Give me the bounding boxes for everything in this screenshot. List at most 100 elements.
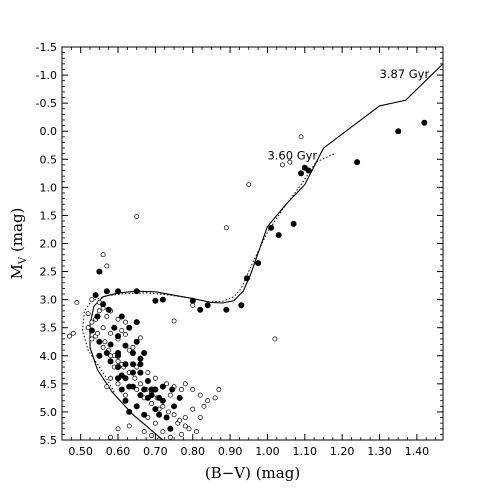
open-data-point — [104, 263, 110, 269]
filled-data-point — [115, 352, 122, 359]
open-data-point — [96, 308, 102, 314]
y-axis-title-main: M — [8, 264, 26, 279]
x-tick-label: 0.60 — [106, 445, 131, 458]
filled-data-point — [133, 403, 140, 410]
y-tick-label: -0.5 — [36, 97, 57, 110]
open-points — [67, 134, 304, 440]
filled-data-point — [176, 394, 183, 401]
y-tick-label: 4.0 — [40, 350, 58, 363]
open-data-point — [190, 302, 196, 308]
filled-data-point — [238, 302, 245, 309]
filled-data-point — [129, 349, 136, 356]
filled-data-point — [126, 408, 133, 415]
filled-data-point — [107, 358, 114, 365]
open-data-point — [137, 335, 143, 341]
model-lines — [81, 63, 443, 440]
open-data-point — [287, 159, 293, 165]
open-data-point — [164, 381, 170, 387]
open-data-point — [85, 311, 91, 317]
x-tick-label: 1.30 — [367, 445, 392, 458]
axis-ticks: 0.50 0.60 0.70 0.80 0.90 1.00 1.10 1.20 1.30 1.40… — [36, 41, 443, 458]
y-tick-label: 2.0 — [40, 238, 58, 251]
filled-data-point — [96, 268, 103, 275]
open-data-point — [132, 375, 138, 381]
filled-data-point — [159, 296, 166, 303]
open-data-point — [115, 316, 121, 322]
open-data-point — [123, 319, 128, 325]
filled-data-point — [115, 333, 122, 340]
open-data-point — [104, 314, 110, 319]
y-tick-label: -1.5 — [36, 41, 57, 54]
filled-data-point — [189, 297, 196, 304]
open-data-point — [152, 375, 158, 381]
open-data-point — [145, 415, 151, 420]
filled-data-point — [118, 313, 125, 320]
open-data-point — [95, 330, 100, 336]
filled-data-point — [144, 378, 151, 385]
open-data-point — [85, 325, 91, 331]
open-data-point — [149, 433, 155, 438]
open-data-point — [190, 387, 196, 392]
open-data-point — [70, 330, 76, 336]
open-data-point — [160, 403, 166, 409]
filled-data-point — [163, 414, 170, 421]
isochrone-labels: 3.87 Gyr 3.60 Gyr — [267, 67, 429, 162]
filled-data-point — [94, 313, 101, 320]
filled-data-point — [137, 361, 144, 368]
filled-data-point — [197, 306, 204, 313]
filled-data-point — [243, 275, 250, 282]
x-axis-title: (B−V) (mag) — [205, 464, 300, 482]
filled-data-point — [92, 292, 99, 299]
open-data-point — [272, 336, 278, 342]
open-data-point — [89, 336, 95, 342]
y-tick-label: 1.5 — [40, 209, 58, 222]
filled-data-point — [129, 361, 136, 368]
filled-data-point — [141, 386, 148, 393]
isochrone-age-label: 3.87 Gyr — [380, 67, 430, 81]
open-data-point — [126, 347, 132, 353]
x-tick-label: 0.80 — [180, 445, 205, 458]
filled-data-point — [126, 324, 133, 331]
open-data-point — [108, 375, 114, 381]
filled-data-point — [115, 364, 122, 371]
open-data-point — [115, 358, 121, 364]
open-data-point — [182, 381, 188, 387]
plot-frame — [61, 46, 444, 441]
x-tick-label: 0.70 — [143, 445, 168, 458]
open-data-point — [123, 332, 128, 337]
open-data-point — [145, 370, 151, 376]
open-data-point — [134, 387, 140, 392]
open-data-point — [89, 319, 95, 325]
y-axis-title-sub: V — [18, 256, 29, 265]
y-tick-label: 0.5 — [40, 153, 58, 166]
open-data-point — [212, 395, 218, 401]
filled-data-point — [305, 167, 312, 174]
filled-data-point — [268, 224, 275, 231]
filled-data-point — [103, 288, 110, 295]
open-data-point — [130, 344, 136, 350]
filled-data-point — [133, 288, 140, 295]
y-tick-label: 0.0 — [40, 125, 58, 138]
open-data-point — [115, 381, 121, 387]
filled-data-point — [122, 342, 129, 349]
open-data-point — [134, 364, 140, 370]
open-data-point — [100, 325, 106, 331]
filled-data-point — [169, 386, 176, 393]
filled-data-point — [137, 369, 144, 376]
filled-points — [88, 119, 428, 432]
filled-data-point — [421, 119, 428, 126]
filled-data-point — [122, 361, 129, 368]
filled-data-point — [148, 392, 155, 399]
open-data-point — [182, 415, 188, 420]
open-data-point — [100, 344, 106, 350]
open-data-point — [149, 401, 155, 406]
filled-data-point — [115, 288, 122, 295]
filled-data-point — [96, 338, 103, 345]
filled-data-point — [156, 411, 163, 418]
open-data-point — [298, 134, 304, 140]
y-axis-title-unit: (mag) — [8, 208, 26, 257]
isochrone-age-label: 3.60 Gyr — [267, 148, 317, 162]
y-tick-label: 4.5 — [40, 378, 58, 391]
y-tick-label: 5.0 — [40, 406, 58, 419]
filled-data-point — [133, 338, 140, 345]
